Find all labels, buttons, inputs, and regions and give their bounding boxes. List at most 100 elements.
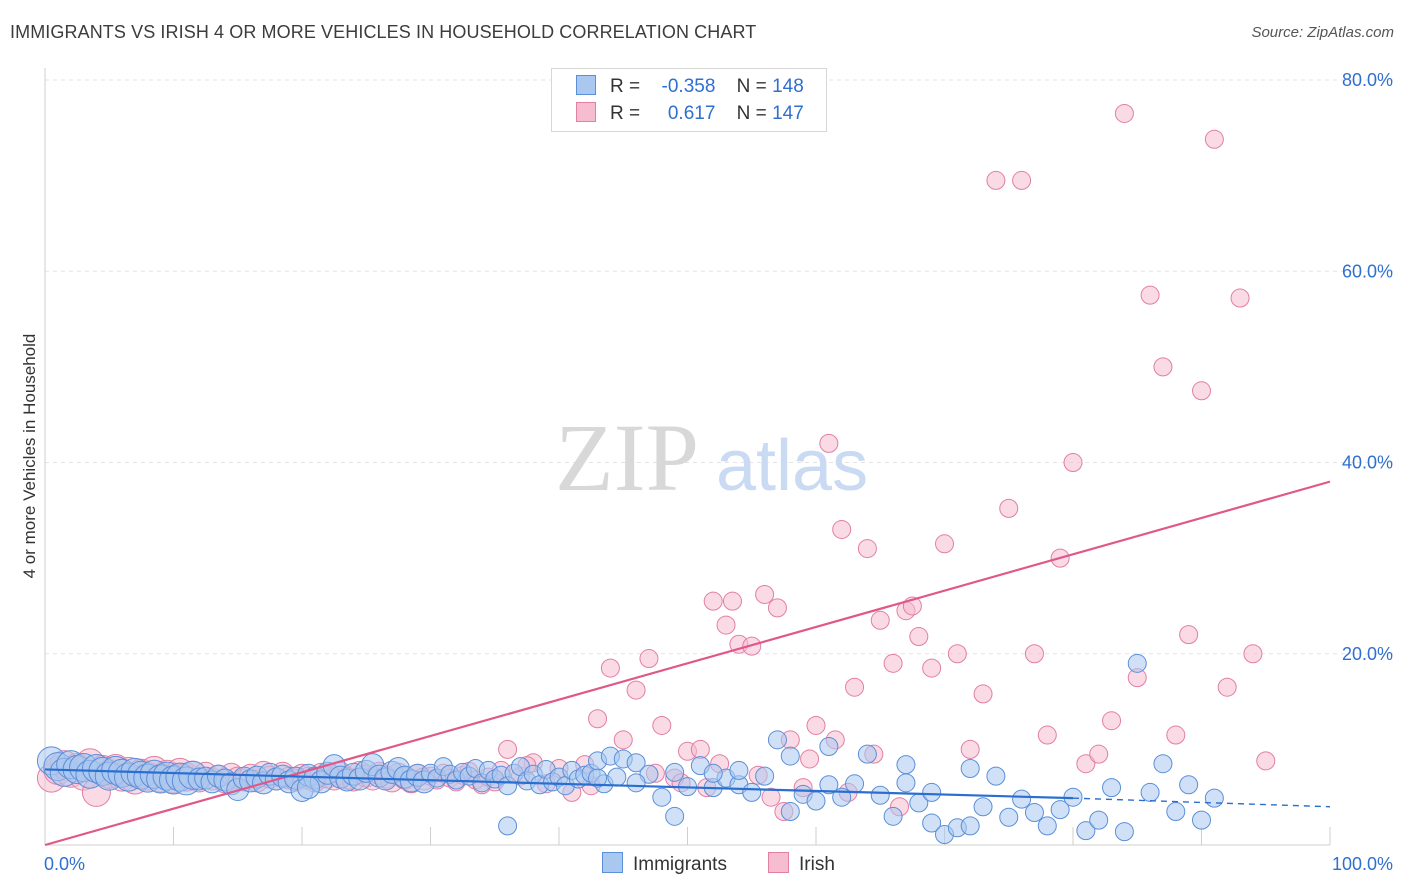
irish-point: [767, 598, 787, 618]
immigrant-point: [703, 763, 723, 783]
immigrant-point: [1050, 800, 1070, 820]
irish-trend-line: [44, 480, 1331, 847]
irish-point: [1230, 288, 1250, 308]
irish-legend-label: Irish: [799, 854, 835, 875]
irish-point: [1024, 644, 1044, 664]
gridlines: [45, 79, 1395, 655]
immigrant-point: [819, 775, 839, 795]
irish-point: [1256, 751, 1276, 771]
irish-point: [1217, 677, 1237, 697]
immigrant-point: [896, 755, 916, 775]
immigrant-point: [1037, 816, 1057, 836]
correlation-legend: R = -0.358 N = 148 R = 0.617 N = 147: [551, 68, 827, 132]
irish-point: [600, 658, 620, 678]
irish-point: [703, 591, 723, 611]
immigrant-point: [607, 767, 627, 787]
immigrant-point: [780, 802, 800, 822]
immigrant-point: [857, 744, 877, 764]
immigrant-point: [1114, 822, 1134, 842]
immigrants-swatch: [576, 75, 596, 95]
immigrant-point: [729, 760, 749, 780]
immigrant-point: [665, 762, 685, 782]
irish-point: [1037, 725, 1057, 745]
immigrant-point: [626, 773, 646, 793]
immigrants-trend-extension: [1072, 797, 1331, 808]
irish-point: [806, 715, 826, 735]
y-tick-labels: 20.0% 40.0% 60.0% 80.0%: [1342, 70, 1393, 664]
immigrant-point: [498, 816, 518, 836]
irish-point: [613, 730, 633, 750]
immigrant-point: [665, 806, 685, 826]
immigrant-point: [780, 746, 800, 766]
y-tick-label: 80.0%: [1342, 70, 1393, 90]
irish-point: [909, 627, 929, 647]
irish-point: [1102, 711, 1122, 731]
irish-point: [716, 615, 736, 635]
irish-point: [1192, 381, 1211, 401]
immigrant-points: [36, 653, 1224, 844]
irish-swatch: [576, 102, 596, 122]
irish-point: [588, 709, 608, 729]
immigrant-point: [1179, 775, 1199, 795]
immigrant-point: [1204, 788, 1224, 808]
immigrant-point: [1076, 821, 1096, 841]
irish-point: [626, 680, 646, 700]
irish-point: [960, 739, 980, 759]
immigrant-point: [883, 806, 903, 826]
watermark-atlas: atlas: [716, 426, 868, 506]
immigrant-point: [845, 774, 865, 794]
legend-r-label: R =: [610, 103, 641, 124]
immigrant-point: [819, 737, 839, 757]
irish-point: [652, 715, 672, 735]
irish-point: [883, 653, 903, 673]
immigrant-point: [870, 785, 890, 805]
irish-point: [722, 591, 742, 611]
x-tick-label: 0.0%: [44, 854, 85, 874]
irish-point: [999, 498, 1019, 518]
irish-point: [1089, 744, 1109, 764]
bottom-legend-immigrants: Immigrants: [602, 852, 727, 876]
immigrant-point: [588, 768, 608, 788]
irish-point: [870, 610, 890, 630]
irish-point: [935, 534, 954, 554]
immigrant-point: [960, 759, 980, 778]
legend-row-immigrants: R = -0.358 N = 148: [576, 75, 804, 99]
irish-point: [973, 684, 993, 704]
immigrants-trend-line: [44, 768, 1074, 800]
bottom-legend-irish: Irish: [768, 852, 835, 876]
x-tick-label: 100.0%: [1332, 854, 1393, 874]
irish-point: [800, 749, 820, 769]
legend-r-value: 0.617: [667, 103, 716, 124]
irish-point: [639, 649, 659, 669]
immigrant-point: [1089, 810, 1109, 830]
axes: [44, 68, 1331, 846]
watermark-zip: ZIP: [555, 404, 699, 511]
immigrant-point: [652, 787, 672, 807]
immigrants-legend-swatch: [602, 852, 623, 873]
immigrant-point: [922, 813, 942, 833]
irish-point: [832, 519, 852, 539]
legend-n-label: N =: [736, 76, 767, 97]
immigrant-point: [1127, 653, 1147, 673]
legend-n-value: 148: [772, 76, 804, 97]
immigrant-point: [767, 730, 787, 750]
irish-point: [1063, 453, 1083, 472]
legend-n-value: 147: [772, 103, 804, 124]
trend-lines: [44, 480, 1331, 847]
y-tick-label: 40.0%: [1342, 453, 1393, 473]
immigrant-point: [1153, 754, 1173, 774]
legend-r-label: R =: [610, 76, 641, 97]
immigrant-point: [626, 753, 646, 773]
y-tick-label: 20.0%: [1342, 644, 1393, 664]
irish-point: [761, 787, 781, 807]
irish-point: [1179, 625, 1199, 645]
source-credit: Source: ZipAtlas.com: [1251, 24, 1394, 41]
irish-point: [1140, 285, 1160, 305]
immigrant-point: [1166, 802, 1186, 822]
immigrant-point: [986, 766, 1006, 786]
irish-point: [922, 658, 942, 678]
immigrant-point: [999, 807, 1019, 827]
immigrant-point: [896, 773, 916, 793]
legend-row-irish: R = 0.617 N = 147: [576, 102, 804, 126]
immigrant-point: [973, 797, 993, 817]
